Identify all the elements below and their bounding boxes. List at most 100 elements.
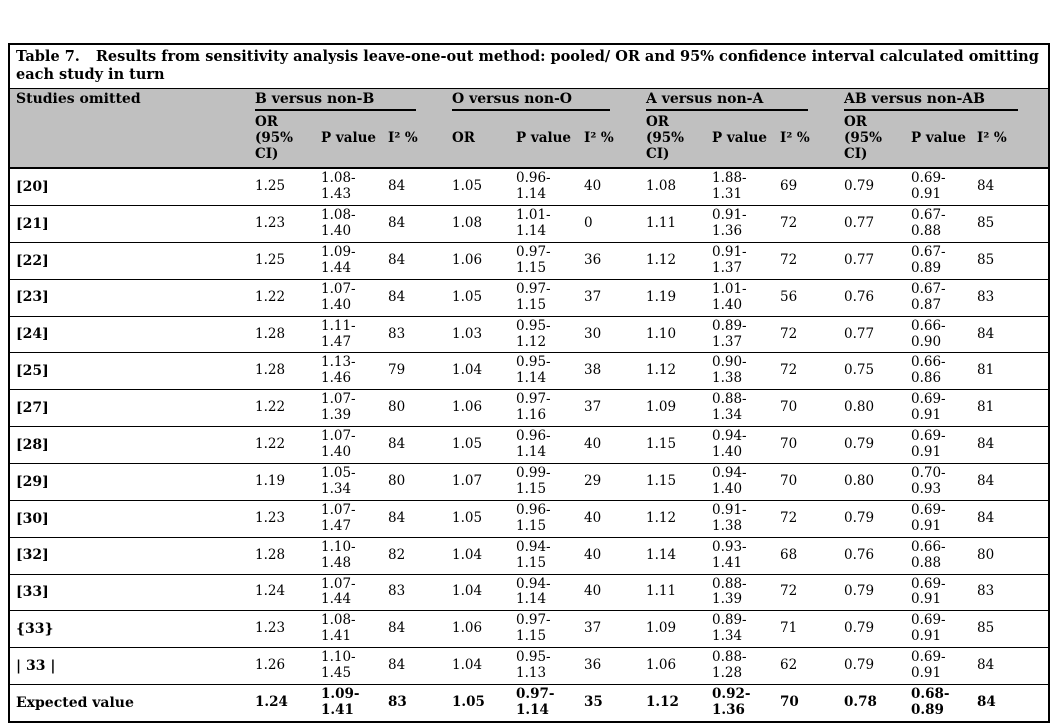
i2-cell: 40 [584,546,602,563]
table-row: {33} 1.23 1.08-1.41 84 1.06 0.97-1.15 37… [9,611,1050,648]
pvalue-cell: 0.67-0.89 [911,243,946,276]
sub-header-row: OR (95% CI) P value I² % OR P value I² %… [9,111,1050,170]
i2-cell: 84 [977,509,995,526]
i2-cell: 84 [388,436,406,453]
or-cell: 1.22 [255,436,286,453]
col-header-a-i2: I² % [774,111,838,170]
table-row: [28] 1.22 1.07-1.40 84 1.05 0.96-1.14 40… [9,427,1050,464]
pvalue-cell: 1.05-1.34 [321,465,356,497]
or-cell: 1.26 [255,657,286,674]
sensitivity-analysis-table: Table 7. Results from sensitivity analysi… [8,43,1051,723]
table-body: [20] 1.25 1.08-1.43 84 1.05 0.96-1.14 40… [9,168,1050,722]
i2-cell: 84 [977,694,996,711]
i2-cell: 82 [388,546,406,563]
pvalue-cell: 0.69-0.91 [911,391,946,424]
pvalue-cell: 1.07-1.47 [321,501,356,534]
or-cell: 0.78 [844,694,877,711]
i2-cell: 81 [977,362,995,379]
i2-cell: 72 [780,325,798,342]
i2-cell: 72 [780,251,798,268]
col-header-b-pvalue: P value [315,111,382,170]
or-cell: 1.12 [646,694,679,711]
pvalue-cell: 1.88-1.31 [712,170,747,203]
pvalue-cell: 0.91-1.38 [712,501,747,534]
i2-cell: 72 [780,362,798,379]
study-omitted-cell: [27] [16,399,49,416]
table-row: [29] 1.19 1.05-1.34 80 1.07 0.99-1.15 29… [9,464,1050,501]
i2-cell: 84 [977,178,995,195]
pvalue-cell: 1.07-1.40 [321,280,356,313]
i2-cell: 30 [584,325,602,342]
or-cell: 1.08 [646,178,677,195]
pvalue-cell: 0.69-0.91 [911,575,946,608]
study-omitted-cell: [33] [16,584,49,601]
pvalue-cell: 0.94-1.15 [516,538,551,571]
i2-cell: 70 [780,472,798,489]
or-cell: 0.79 [844,657,875,674]
i2-cell: 84 [388,288,406,305]
table-row: [21] 1.23 1.08-1.40 84 1.08 1.01-1.14 0 … [9,206,1050,243]
or-cell: 1.05 [452,694,485,711]
pvalue-cell: 0.97-1.16 [516,391,551,424]
or-cell: 1.23 [255,620,286,637]
pvalue-cell: 0.69-0.91 [911,612,946,645]
i2-cell: 81 [977,399,995,416]
i2-cell: 69 [780,178,798,195]
pvalue-cell: 1.01-1.14 [516,207,551,240]
pvalue-cell: 1.08-1.41 [321,612,356,645]
table-row: [24] 1.28 1.11-1.47 83 1.03 0.95-1.12 30… [9,316,1050,353]
table-title-row: Table 7. Results from sensitivity analysi… [9,44,1050,90]
or-cell: 1.07 [452,472,483,489]
or-cell: 1.05 [452,288,483,305]
or-cell: 0.79 [844,583,875,600]
i2-cell: 68 [780,546,798,563]
or-cell: 1.19 [255,472,286,489]
pvalue-cell: 1.13-1.46 [321,354,356,387]
pvalue-cell: 0.69-0.91 [911,170,946,203]
i2-cell: 80 [388,472,406,489]
pvalue-cell: 0.94-1.14 [516,575,551,608]
pvalue-cell: 0.66-0.90 [911,317,946,350]
or-cell: 1.15 [646,436,677,453]
study-omitted-cell: [30] [16,510,49,527]
i2-cell: 37 [584,288,602,305]
or-cell: 1.14 [646,546,677,563]
pvalue-cell: 0.95-1.13 [516,649,551,682]
i2-cell: 29 [584,472,602,489]
col-header-ab-or: OR (95% CI) [838,111,905,170]
or-cell: 1.06 [452,251,483,268]
or-cell: 1.04 [452,583,483,600]
col-header-o-i2: I² % [578,111,640,170]
pvalue-cell: 0.67-0.88 [911,207,946,240]
i2-cell: 40 [584,583,602,600]
studies-omitted-header: Studies omitted [9,88,249,170]
or-cell: 1.06 [646,657,677,674]
i2-cell: 0 [584,215,593,232]
table-container: Table 7. Results from sensitivity analysi… [8,43,1051,723]
group-header-ab: AB versus non-AB [838,88,1050,112]
pvalue-cell: 1.10-1.48 [321,538,356,571]
i2-cell: 84 [388,215,406,232]
or-cell: 0.77 [844,215,875,232]
table-row: [25] 1.28 1.13-1.46 79 1.04 0.95-1.14 38… [9,353,1050,390]
or-cell: 1.08 [452,215,483,232]
i2-cell: 40 [584,436,602,453]
i2-cell: 80 [388,399,406,416]
col-header-o-pvalue: P value [510,111,578,170]
pvalue-cell: 0.96-1.15 [516,501,551,534]
table-number: Table 7. [16,48,80,65]
i2-cell: 71 [780,620,798,637]
i2-cell: 72 [780,215,798,232]
or-cell: 0.77 [844,251,875,268]
pvalue-cell: 0.66-0.86 [911,354,946,387]
i2-cell: 70 [780,399,798,416]
i2-cell: 83 [388,325,406,342]
study-omitted-cell: [25] [16,363,49,380]
table-row: [32] 1.28 1.10-1.48 82 1.04 0.94-1.15 40… [9,537,1050,575]
pvalue-cell: 1.10-1.45 [321,649,356,682]
i2-cell: 85 [977,620,995,637]
or-cell: 0.77 [844,325,875,342]
study-omitted-cell: {33} [16,621,54,638]
pvalue-cell: 1.07-1.40 [321,428,356,461]
or-cell: 1.23 [255,215,286,232]
